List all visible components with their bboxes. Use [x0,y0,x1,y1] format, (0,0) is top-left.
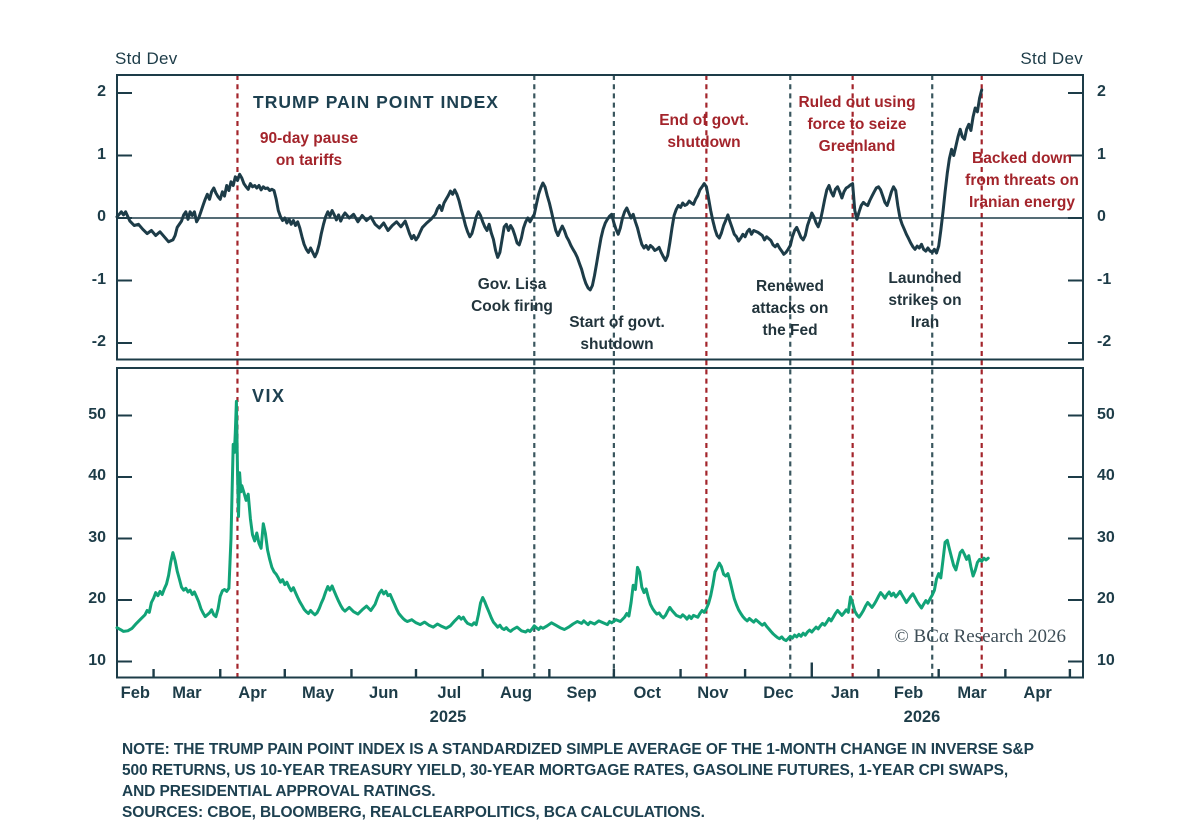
x-month-label-mar-1: Mar [172,684,202,702]
annotation-backed-down-from-threats-on-iranian-energy: Backed down from threats on Iranian ener… [965,150,1079,211]
top-ytick-label-right-0: 0 [1097,208,1106,225]
bottom-ytick-label-right-30: 30 [1097,528,1115,546]
annotation-90-day-pause-on-tariffs: 90-day pause on tariffs [259,130,359,169]
copyright-watermark: © BCα Research 2026 [894,626,1066,647]
x-month-label-jul-5: Jul [437,684,462,702]
top-ytick-label-left--1: -1 [91,270,106,288]
footnote-line-3: AND PRESIDENTIAL APPROVAL RATINGS. [122,783,436,800]
top-ytick-label-left-0: 0 [97,208,106,225]
top-ytick-label-left-1: 1 [97,145,106,163]
x-month-label-aug-6: Aug [499,684,533,702]
bottom-ytick-label-left-10: 10 [88,651,106,669]
x-month-label-may-3: May [302,684,335,702]
annotation-end-of-govt-shutdown: End of govt. shutdown [659,112,749,151]
footnote-line-4: SOURCES: CBOE, BLOOMBERG, REALCLEARPOLIT… [122,804,705,821]
bottom-panel-frame [116,367,1084,679]
bottom-ytick-label-right-20: 20 [1097,590,1115,607]
bottom-ytick-label-right-10: 10 [1097,651,1115,669]
x-month-label-mar-13: Mar [957,684,987,702]
y-axis-unit-label-left: Std Dev [115,49,178,68]
x-month-label-apr-2: Apr [238,684,267,702]
top-ytick-label-right--2: -2 [1097,333,1112,350]
x-month-label-jan-11: Jan [830,684,860,702]
bottom-ytick-label-right-40: 40 [1097,467,1115,484]
top-ytick-label-left--2: -2 [91,333,106,350]
annotation-ruled-out-using-force-to-seize-greenland: Ruled out using force to seize Greenland [798,94,916,155]
x-year-label-2025: 2025 [429,708,467,726]
annotation-start-of-govt-shutdown: Start of govt. shutdown [569,314,665,353]
footnote-line-1: NOTE: THE TRUMP PAIN POINT INDEX IS A ST… [122,741,1034,758]
bottom-panel-title: VIX [252,386,286,406]
x-month-label-feb-0: Feb [120,684,150,702]
annotation-launched-strikes-on-iran: Launched strikes on Iran [888,270,962,331]
top-ytick-label-right-1: 1 [1097,145,1106,163]
footnote-line-2: 500 RETURNS, US 10-YEAR TREASURY YIELD, … [122,762,1009,779]
x-month-label-jun-4: Jun [369,684,399,702]
bottom-ytick-label-left-20: 20 [88,590,106,607]
x-month-label-oct-8: Oct [633,684,661,702]
annotation-renewed-attacks-on-the-fed: Renewed attacks on the Fed [751,278,829,339]
x-month-label-apr-14: Apr [1023,684,1052,702]
vix-line [115,399,990,643]
bottom-ytick-label-left-50: 50 [88,405,106,423]
x-year-label-2026: 2026 [903,708,941,726]
x-month-label-nov-9: Nov [697,684,729,702]
top-ytick-label-right--1: -1 [1097,270,1112,288]
bottom-ytick-label-left-30: 30 [88,528,106,546]
bottom-ytick-label-left-40: 40 [88,467,106,484]
x-month-label-feb-12: Feb [893,684,924,702]
x-month-label-dec-10: Dec [763,684,794,702]
top-ytick-label-right-2: 2 [1097,83,1106,100]
top-panel-title: TRUMP PAIN POINT INDEX [253,92,499,112]
x-month-label-sep-7: Sep [566,684,597,702]
annotation-gov-lisa-cook-firing: Gov. Lisa Cook firing [471,276,553,315]
top-ytick-label-left-2: 2 [97,83,106,100]
footnote: NOTE: THE TRUMP PAIN POINT INDEX IS A ST… [122,739,1122,823]
pain-index-line [115,88,984,292]
bottom-ytick-label-right-50: 50 [1097,405,1115,423]
y-axis-unit-label-right: Std Dev [1020,49,1083,68]
